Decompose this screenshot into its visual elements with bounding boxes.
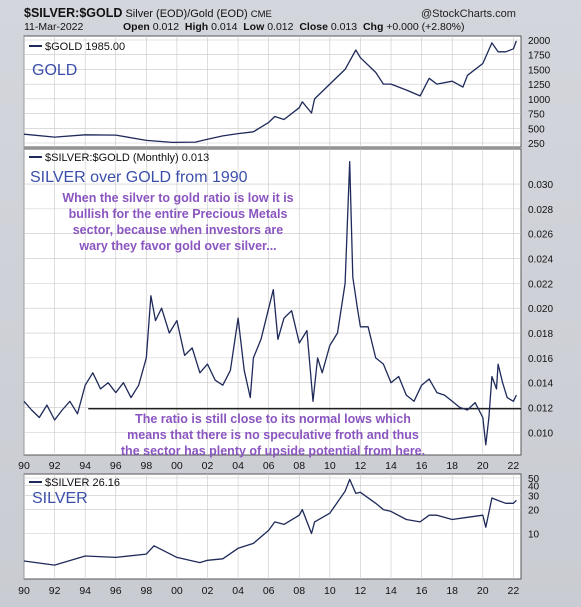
high-value: 0.014 — [211, 21, 238, 33]
ratio-x-tick-label: 00 — [171, 460, 183, 472]
gold-y-tick-label: 1750 — [528, 51, 551, 62]
ratio-x-tick-label: 92 — [49, 460, 61, 472]
silver-x-tick-label: 22 — [508, 585, 520, 597]
annotation-bottom-line: The ratio is still close to its normal l… — [135, 412, 411, 426]
ratio-x-tick-label: 16 — [416, 460, 428, 472]
annotation-bottom: The ratio is still close to its normal l… — [121, 412, 425, 458]
silver-x-tick-label: 08 — [293, 585, 305, 597]
exchange-label: CME — [250, 9, 272, 20]
symbol-description: Silver (EOD)/Gold (EOD) — [125, 8, 248, 20]
date-label: 11-Mar-2022 — [24, 21, 84, 33]
annotation-top-line: When the silver to gold ratio is low it … — [62, 191, 293, 205]
ratio-x-tick-label: 10 — [324, 460, 336, 472]
annotation-bottom-line: the sector has plenty of upside potentia… — [121, 444, 425, 458]
low-label: Low — [243, 21, 265, 33]
silver-x-tick-label: 16 — [416, 585, 428, 597]
annotation-bottom-line: means that there is no speculative froth… — [127, 428, 419, 442]
ratio-x-tick-label: 22 — [508, 460, 520, 472]
ratio-y-tick-label: 0.014 — [528, 379, 553, 390]
ratio-y-tick-label: 0.022 — [528, 279, 553, 290]
close-value: 0.013 — [330, 21, 358, 33]
silver-x-tick-label: 12 — [355, 585, 367, 597]
gold-y-tick-label: 500 — [528, 124, 545, 135]
silver-y-tick-label: 10 — [528, 529, 540, 540]
high-label: High — [184, 21, 209, 33]
ratio-x-tick-label: 14 — [385, 460, 397, 472]
ratio-x-tick-label: 02 — [202, 460, 214, 472]
silver-y-tick-label: 20 — [528, 506, 540, 517]
silver-x-tick-label: 92 — [49, 585, 61, 597]
silver-series-line — [23, 478, 517, 566]
ratio-panel-title: SILVER over GOLD from 1990 — [30, 169, 248, 186]
ratio-y-tick-label: 0.030 — [528, 180, 553, 191]
ohlc-readout: Open 0.012 High 0.014 Low 0.012 Close 0.… — [123, 21, 465, 33]
open-label: Open — [123, 21, 150, 33]
ratio-x-tick-label: 04 — [232, 460, 244, 472]
silver-x-tick-label: 18 — [446, 585, 458, 597]
ratio-x-tick-label: 18 — [446, 460, 458, 472]
silver-x-tick-label: 14 — [385, 585, 397, 597]
ratio-x-tick-label: 20 — [477, 460, 489, 472]
silver-panel-frame — [23, 473, 522, 580]
ratio-series-line — [23, 161, 517, 446]
annotation-top: When the silver to gold ratio is low it … — [62, 191, 293, 253]
chg-label: Chg — [362, 21, 384, 33]
ratio-legend: $SILVER:$GOLD (Monthly) 0.013 — [45, 152, 209, 164]
silver-y-tick-label: 50 — [528, 474, 540, 485]
gold-y-tick-label: 1500 — [528, 65, 551, 76]
open-value: 0.012 — [152, 21, 180, 33]
ratio-x-tick-label: 98 — [140, 460, 152, 472]
ratio-x-tick-label: 08 — [293, 460, 305, 472]
ratio-y-tick-label: 0.012 — [528, 404, 553, 415]
silver-x-tick-label: 90 — [18, 585, 30, 597]
symbol-label: $SILVER:$GOLD — [24, 6, 123, 20]
low-value: 0.012 — [267, 21, 294, 33]
silver-y-tick-label: 40 — [528, 482, 540, 493]
ratio-x-tick-label: 90 — [18, 460, 30, 472]
gold-y-tick-label: 750 — [528, 110, 545, 121]
silver-panel-title: SILVER — [32, 490, 88, 507]
gold-y-tick-label: 250 — [528, 139, 545, 150]
silver-y-tick-label: 30 — [528, 492, 540, 503]
annotation-top-line: wary they favor gold over silver... — [78, 239, 276, 253]
gold-panel-title: GOLD — [32, 62, 77, 79]
silver-legend: $SILVER 26.16 — [45, 477, 120, 489]
gold-y-tick-label: 2000 — [528, 36, 551, 47]
gold-legend: $GOLD 1985.00 — [45, 41, 125, 53]
silver-x-tick-label: 98 — [140, 585, 152, 597]
gold-y-tick-label: 1000 — [528, 95, 551, 106]
ratio-x-tick-label: 12 — [355, 460, 367, 472]
chg-value: +0.000 (+2.80%) — [386, 21, 465, 33]
silver-x-tick-label: 02 — [202, 585, 214, 597]
silver-x-tick-label: 20 — [477, 585, 489, 597]
ratio-y-tick-label: 0.024 — [528, 255, 553, 266]
ratio-x-tick-label: 96 — [110, 460, 122, 472]
annotation-top-line: bullish for the entire Precious Metals — [69, 207, 288, 221]
close-label: Close — [299, 21, 328, 33]
ratio-y-tick-label: 0.016 — [528, 354, 553, 365]
silver-x-tick-label: 96 — [110, 585, 122, 597]
brand-label: @StockCharts.com — [421, 8, 516, 20]
silver-x-tick-label: 04 — [232, 585, 244, 597]
silver-x-tick-label: 94 — [79, 585, 91, 597]
ratio-x-tick-label: 94 — [79, 460, 91, 472]
ratio-panel-frame — [23, 148, 522, 456]
ratio-y-tick-label: 0.018 — [528, 329, 553, 340]
chart-header-title: $SILVER:$GOLD Silver (EOD)/Gold (EOD) CM… — [24, 6, 272, 20]
ratio-y-tick-label: 0.020 — [528, 304, 553, 315]
ratio-y-tick-label: 0.028 — [528, 205, 553, 216]
gold-y-tick-label: 1250 — [528, 80, 551, 91]
ratio-x-tick-label: 06 — [263, 460, 275, 472]
ratio-y-tick-label: 0.010 — [528, 428, 553, 439]
silver-x-tick-label: 10 — [324, 585, 336, 597]
silver-x-tick-label: 06 — [263, 585, 275, 597]
silver-x-tick-label: 00 — [171, 585, 183, 597]
annotation-top-line: sector, because when investors are — [73, 223, 284, 237]
ratio-y-tick-label: 0.026 — [528, 230, 553, 241]
gold-series-line — [23, 40, 518, 144]
